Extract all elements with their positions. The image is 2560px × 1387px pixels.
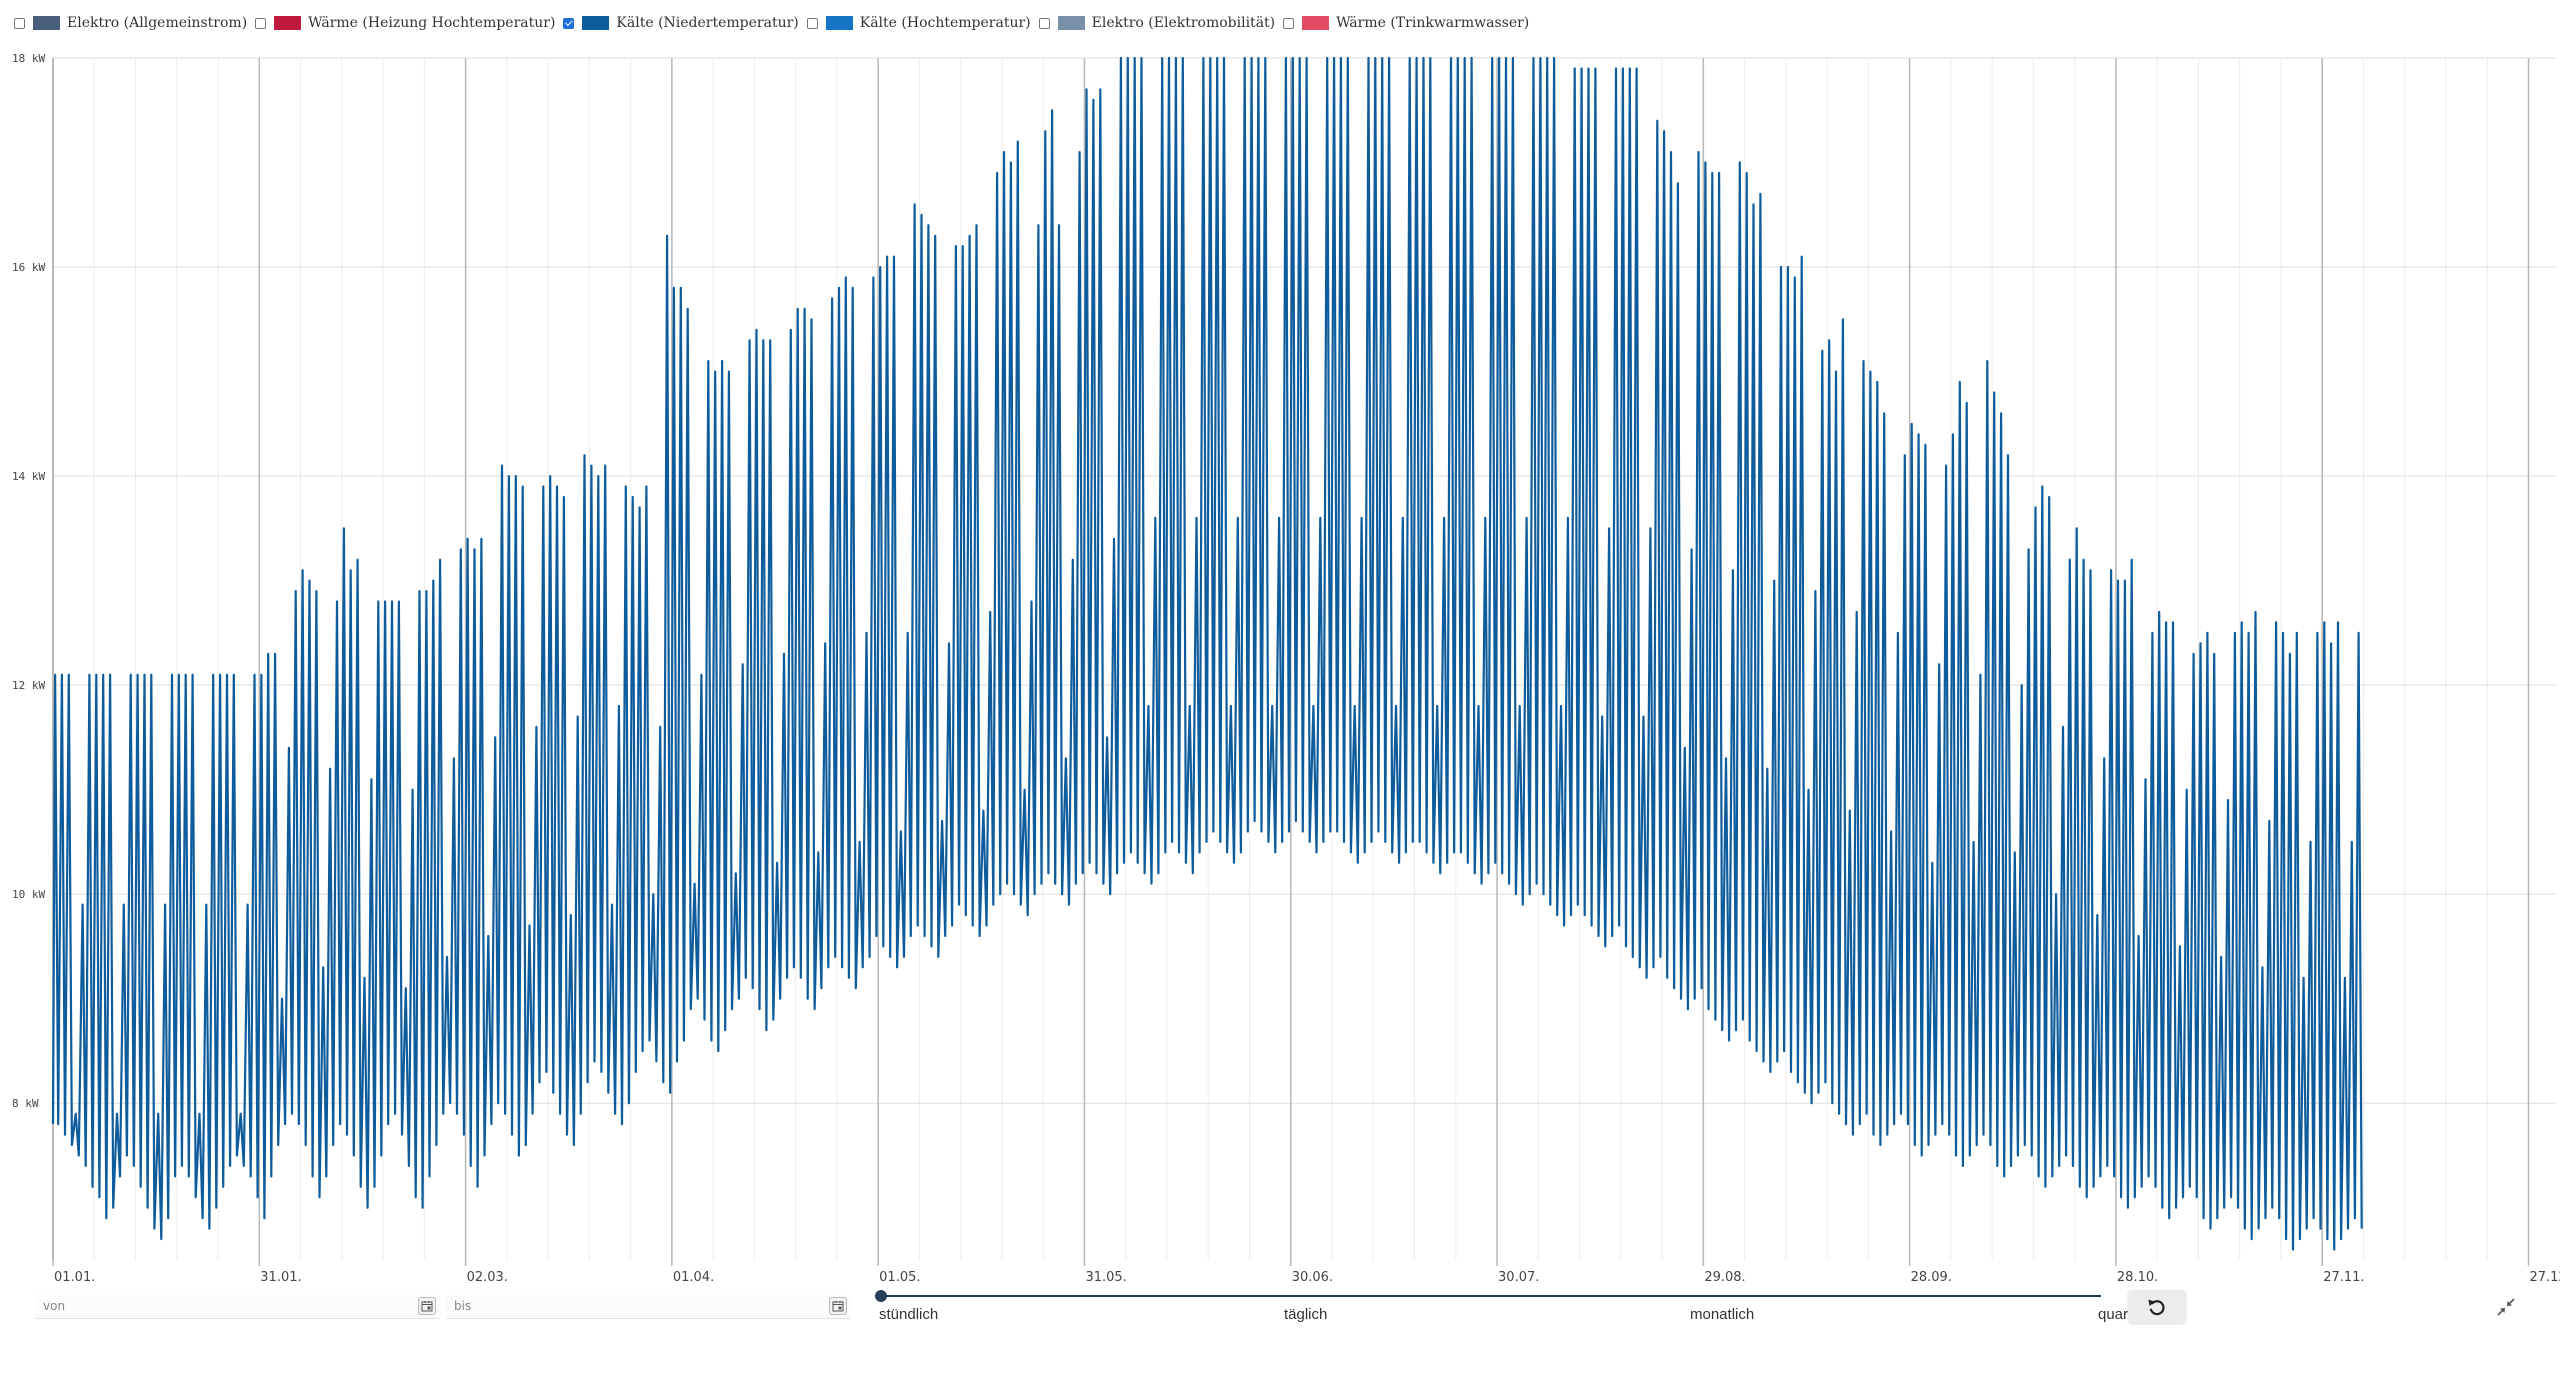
y-tick-label: 8 kW bbox=[12, 1097, 39, 1110]
x-tick-label: 28.10. bbox=[2117, 1270, 2158, 1285]
resolution-label-quarterly[interactable]: quar bbox=[2098, 1306, 2129, 1323]
reset-zoom-button[interactable] bbox=[2128, 1290, 2186, 1323]
legend-swatch bbox=[582, 16, 610, 30]
legend-checkbox[interactable] bbox=[806, 17, 818, 29]
resolution-slider-handle[interactable] bbox=[875, 1290, 887, 1302]
y-tick-label: 10 kW bbox=[12, 888, 45, 901]
to-date-field bbox=[446, 1295, 851, 1319]
legend-swatch bbox=[1302, 16, 1330, 30]
legend-checkbox[interactable] bbox=[14, 17, 25, 29]
calendar-icon bbox=[832, 1301, 844, 1312]
y-tick-label: 14 kW bbox=[12, 470, 45, 483]
resolution-label-monthly[interactable]: monatlich bbox=[1690, 1306, 1755, 1323]
legend-swatch bbox=[825, 16, 853, 30]
legend-checkbox[interactable] bbox=[1038, 17, 1050, 29]
x-tick-label: 02.03. bbox=[467, 1270, 508, 1285]
legend-item[interactable]: Elektro (Allgemeinstrom) bbox=[14, 15, 247, 31]
undo-icon bbox=[2148, 1299, 2165, 1315]
legend-label: Wärme (Trinkwarmwasser) bbox=[1336, 15, 1530, 31]
y-tick-label: 16 kW bbox=[12, 261, 45, 274]
from-date-input[interactable] bbox=[35, 1295, 403, 1317]
legend-swatch bbox=[274, 16, 302, 30]
legend-label: Kälte (Hochtemperatur) bbox=[859, 15, 1031, 31]
legend-label: Wärme (Heizung Hochtemperatur) bbox=[308, 15, 556, 31]
x-tick-label: 31.05. bbox=[1085, 1270, 1126, 1285]
from-calendar-button[interactable] bbox=[418, 1297, 436, 1315]
legend-label: Kälte (Niedertemperatur) bbox=[616, 15, 799, 31]
legend-item[interactable]: Elektro (Elektromobilität) bbox=[1038, 15, 1276, 31]
x-tick-label: 01.05. bbox=[879, 1270, 920, 1285]
x-tick-label: 01.04. bbox=[673, 1270, 714, 1285]
x-tick-label: 01.01. bbox=[54, 1270, 95, 1285]
y-axis: 8 kW 10 kW 12 kW 14 kW 16 kW 18 kW bbox=[12, 52, 45, 1110]
legend-label: Elektro (Elektromobilität) bbox=[1091, 15, 1276, 31]
calendar-icon bbox=[421, 1301, 433, 1312]
legend-checkbox[interactable] bbox=[1283, 17, 1295, 29]
resolution-label-daily[interactable]: täglich bbox=[1284, 1306, 1328, 1323]
from-date-field bbox=[35, 1295, 440, 1319]
x-axis: 01.01. 31.01. 02.03. 01.04. 01.05. 31.05. 30.0… bbox=[54, 1270, 2560, 1285]
x-tick-label: 31.01. bbox=[260, 1270, 301, 1285]
x-tick-label: 27.11. bbox=[2323, 1270, 2364, 1285]
x-tick-label: 28.09. bbox=[1911, 1270, 1952, 1285]
legend-swatch bbox=[1057, 16, 1085, 30]
legend-item[interactable]: Wärme (Trinkwarmwasser) bbox=[1283, 15, 1529, 31]
x-tick-label: 29.08. bbox=[1704, 1270, 1745, 1285]
y-tick-label: 18 kW bbox=[12, 52, 45, 65]
legend-checkbox[interactable] bbox=[563, 17, 575, 29]
series-line-kaelte-niedertemperatur bbox=[51, 56, 2363, 1251]
x-tick-label: 27.12. bbox=[2529, 1270, 2560, 1285]
chart: 8 kW 10 kW 12 kW 14 kW 16 kW 18 kW 01.01. 31.0… bbox=[12, 52, 2560, 1285]
legend-item[interactable]: Wärme (Heizung Hochtemperatur) bbox=[255, 15, 555, 31]
legend-label: Elektro (Allgemeinstrom) bbox=[67, 15, 248, 31]
collapse-arrows-icon bbox=[2497, 1298, 2515, 1316]
legend: Elektro (Allgemeinstrom) Wärme (Heizung H… bbox=[14, 12, 1537, 34]
legend-item[interactable]: Kälte (Niedertemperatur) bbox=[563, 15, 799, 31]
resolution-slider-track[interactable] bbox=[881, 1295, 2101, 1297]
x-tick-label: 30.07. bbox=[1498, 1270, 1539, 1285]
x-tick-label: 30.06. bbox=[1292, 1270, 1333, 1285]
resolution-label-hourly[interactable]: stündlich bbox=[879, 1306, 939, 1323]
to-date-input[interactable] bbox=[446, 1295, 814, 1317]
legend-swatch bbox=[33, 16, 60, 30]
legend-item[interactable]: Kälte (Hochtemperatur) bbox=[806, 15, 1031, 31]
legend-checkbox[interactable] bbox=[255, 17, 267, 29]
collapse-button[interactable] bbox=[2494, 1295, 2518, 1319]
y-tick-label: 12 kW bbox=[12, 679, 45, 692]
to-calendar-button[interactable] bbox=[829, 1297, 847, 1315]
